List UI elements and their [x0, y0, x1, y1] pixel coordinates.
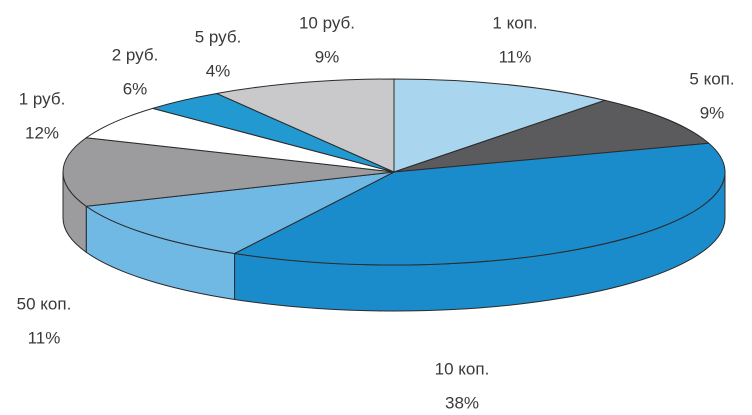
slice-label: 1 руб. — [19, 89, 66, 108]
pie-slice — [85, 107, 395, 173]
slice-label: 2 руб. — [112, 45, 159, 64]
pie-slice — [393, 99, 710, 173]
pie-slice — [216, 78, 395, 173]
slice-label: 10 коп. — [435, 359, 490, 378]
pie-slice — [393, 78, 606, 173]
slice-value-label: 6% — [123, 79, 148, 98]
slice-label: 1 коп. — [492, 13, 537, 32]
slice-label: 5 руб. — [195, 27, 242, 46]
slice-label: 10 руб. — [299, 13, 355, 32]
slice-value-label: 9% — [700, 103, 725, 122]
slice-label: 5 коп. — [689, 69, 734, 88]
slice-value-label: 38% — [445, 393, 479, 412]
slice-value-label: 11% — [499, 47, 532, 66]
slice-value-label: 11% — [28, 328, 61, 347]
slice-value-label: 4% — [206, 61, 231, 80]
slice-label: 50 коп. — [17, 294, 72, 313]
pie-slice — [234, 142, 726, 266]
slice-value-label: 12% — [25, 123, 59, 142]
pie-slice — [85, 171, 395, 254]
pie-slice — [62, 137, 395, 207]
slice-value-label: 9% — [315, 47, 340, 66]
